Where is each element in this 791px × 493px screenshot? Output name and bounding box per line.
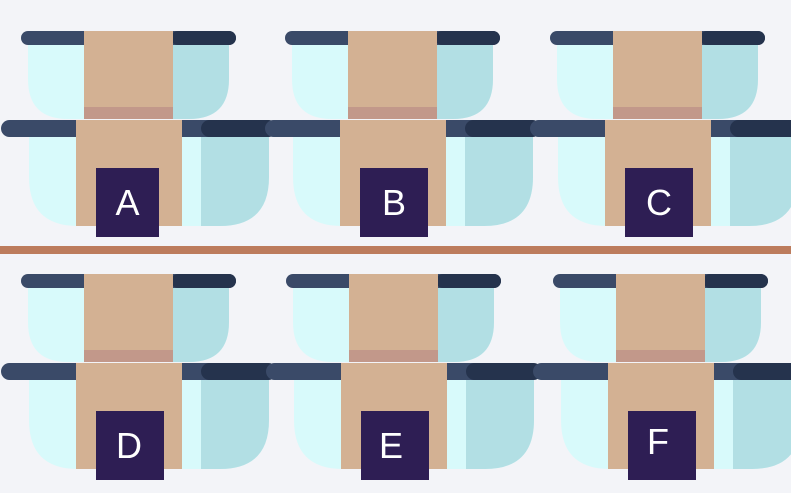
option-tile[interactable]: C [530,31,791,237]
option-label-badge: B [360,168,428,237]
option-label-a: A [115,182,139,223]
option-label-e: E [379,425,403,466]
option-label-badge: C [625,168,693,237]
option-tile[interactable]: E [266,274,542,480]
shelf-divider [0,246,791,254]
option-label-d: D [116,425,142,466]
option-label-b: B [382,182,406,223]
option-tile[interactable]: D [1,274,277,480]
option-tile[interactable]: B [265,31,541,237]
option-label-c: C [646,182,672,223]
option-label-f: F [647,421,669,462]
option-label-badge: A [96,168,159,237]
option-label-badge: F [628,411,696,480]
option-tile[interactable]: A [1,31,277,237]
option-label-badge: D [96,411,164,480]
option-label-badge: E [361,411,429,480]
option-tile[interactable]: F [533,274,791,480]
